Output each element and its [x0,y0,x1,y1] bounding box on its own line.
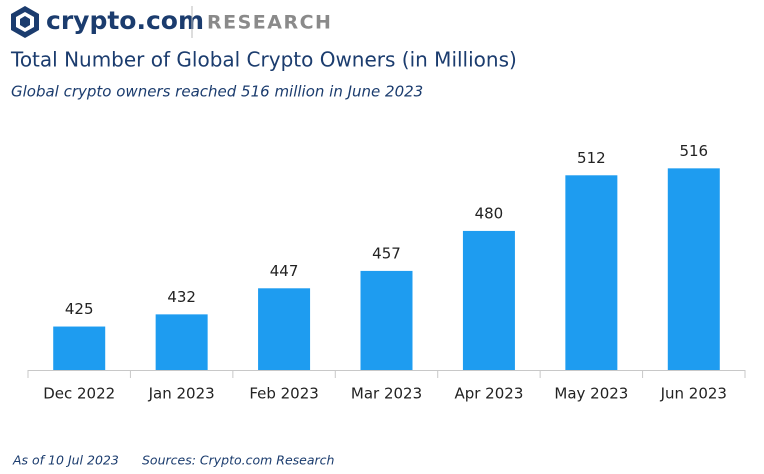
brand: crypto.com [46,6,204,35]
data-label: 447 [270,262,299,280]
data-label: 516 [679,142,708,160]
data-label: 425 [65,300,94,318]
data-label: 480 [475,204,504,222]
bar [667,168,720,370]
x-tick-label: May 2023 [554,385,628,403]
sources: Sources: Crypto.com Research [142,453,335,468]
x-tick-label: Jan 2023 [148,385,215,403]
x-tick-label: Feb 2023 [249,385,319,403]
bar [155,314,208,370]
bar [565,175,618,370]
bar [462,230,515,370]
x-tick-label: Jun 2023 [660,385,727,403]
chart-title: Total Number of Global Crypto Owners (in… [10,48,517,72]
x-tick-label: Mar 2023 [351,385,422,403]
section: RESEARCH [207,12,332,34]
data-label: 512 [577,149,606,167]
logo-icon [11,6,39,38]
bar [258,288,311,370]
bar [360,270,413,370]
data-label: 432 [167,288,196,306]
date-note: As of 10 Jul 2023 [12,453,119,468]
x-tick-label: Dec 2022 [43,385,115,403]
data-label: 457 [372,244,401,262]
bar [53,326,106,370]
x-tick-label: Apr 2023 [454,385,523,403]
chart-subtitle: Global crypto owners reached 516 million… [11,83,423,101]
